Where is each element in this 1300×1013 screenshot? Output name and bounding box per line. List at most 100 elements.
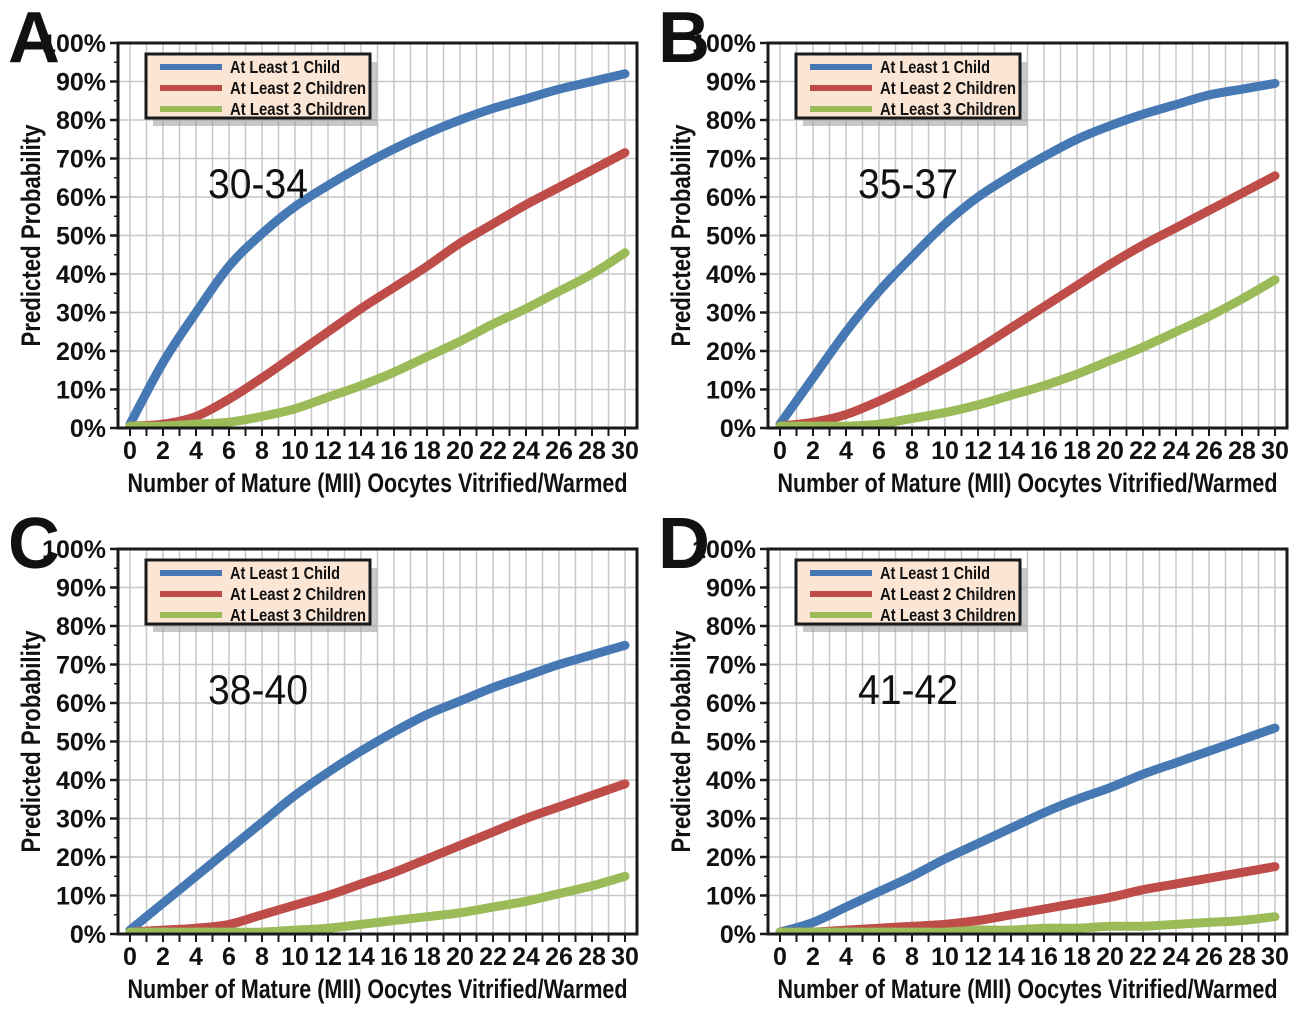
svg-text:80%: 80% [706, 613, 756, 641]
svg-text:70%: 70% [56, 146, 106, 174]
svg-text:22: 22 [1129, 943, 1157, 971]
legend-label: At Least 1 Child [230, 563, 340, 583]
svg-text:28: 28 [1228, 437, 1256, 465]
svg-text:70%: 70% [706, 146, 756, 174]
svg-text:20: 20 [1096, 437, 1124, 465]
svg-text:0: 0 [773, 437, 787, 465]
svg-text:18: 18 [413, 943, 441, 971]
curves [775, 78, 1280, 428]
svg-text:100%: 100% [42, 536, 106, 564]
curve-at-least-2-children [775, 171, 1280, 428]
svg-text:50%: 50% [706, 729, 756, 757]
y-tick-labels: 0% 10% 20% 30% 40% 50% 60% 70% 80% 90% 100% [692, 536, 756, 949]
svg-text:90%: 90% [706, 575, 756, 603]
legend-label: At Least 3 Children [230, 99, 366, 119]
svg-text:30%: 30% [706, 806, 756, 834]
svg-text:8: 8 [905, 437, 919, 465]
svg-text:10: 10 [281, 437, 309, 465]
legend-item-at-least-3-children: At Least 3 Children [810, 99, 1016, 119]
svg-text:0%: 0% [720, 415, 756, 443]
svg-text:26: 26 [1195, 943, 1223, 971]
legend-item-at-least-3-children: At Least 3 Children [810, 605, 1016, 625]
y-axis-title: Predicted Probability [16, 631, 46, 853]
svg-text:70%: 70% [56, 652, 106, 680]
svg-text:0%: 0% [70, 415, 106, 443]
svg-text:40%: 40% [56, 767, 106, 795]
svg-text:60%: 60% [706, 690, 756, 718]
legend-label: At Least 3 Children [880, 99, 1016, 119]
svg-text:24: 24 [1162, 437, 1190, 465]
svg-text:90%: 90% [56, 69, 106, 97]
svg-text:50%: 50% [56, 729, 106, 757]
svg-text:28: 28 [578, 437, 606, 465]
curve-at-least-3-children [775, 912, 1280, 934]
svg-text:10%: 10% [56, 377, 106, 405]
svg-text:18: 18 [1063, 943, 1091, 971]
svg-text:2: 2 [156, 943, 170, 971]
svg-text:18: 18 [413, 437, 441, 465]
legend-label: At Least 1 Child [880, 57, 990, 77]
svg-text:40%: 40% [706, 767, 756, 795]
svg-text:0: 0 [123, 943, 137, 971]
y-axis-ticks [760, 547, 768, 936]
x-axis-title: Number of Mature (MII) Oocytes Vitrified… [128, 974, 628, 1004]
svg-text:30%: 30% [56, 300, 106, 328]
x-axis-ticks [779, 935, 1276, 942]
x-axis-ticks [129, 935, 626, 942]
curve-at-least-3-children [775, 275, 1280, 428]
panel-letter: A [8, 0, 60, 78]
legend-item-at-least-1-child: At Least 1 Child [160, 563, 340, 583]
svg-text:80%: 80% [56, 107, 106, 135]
svg-text:16: 16 [380, 437, 408, 465]
curve-at-least-2-children [125, 779, 630, 934]
panel-c: 0% 10% 20% 30% 40% 50% 60% 70% 80% 90% 100% 0 2 4 6 8 10… [0, 506, 650, 1012]
svg-text:40%: 40% [56, 261, 106, 289]
panel-c-chart: 0%10%20%30%40%50%60%70%80%90%100%0 2 4 6 8 10… [8, 506, 639, 1004]
svg-text:50%: 50% [56, 223, 106, 251]
svg-text:10%: 10% [56, 883, 106, 911]
legend-item-at-least-2-children: At Least 2 Children [810, 78, 1016, 98]
panel-d-chart: 0%10%20%30%40%50%60%70%80%90%100%0 2 4 6 8 10… [658, 506, 1289, 1004]
curves [775, 723, 1280, 934]
svg-text:16: 16 [1030, 437, 1058, 465]
svg-text:20%: 20% [706, 844, 756, 872]
svg-text:20: 20 [1096, 943, 1124, 971]
panel-letter: B [658, 0, 710, 78]
legend-item-at-least-1-child: At Least 1 Child [160, 57, 340, 77]
y-axis-ticks [110, 547, 118, 936]
svg-text:26: 26 [545, 943, 573, 971]
y-axis-ticks [760, 41, 768, 430]
svg-text:20%: 20% [56, 338, 106, 366]
age-group-label: 41-42 [858, 666, 958, 713]
curves [125, 640, 630, 934]
legend-item-at-least-1-child: At Least 1 Child [810, 563, 990, 583]
svg-text:8: 8 [905, 943, 919, 971]
svg-text:4: 4 [839, 437, 853, 465]
panel-letter: D [658, 506, 710, 584]
svg-text:2: 2 [156, 437, 170, 465]
svg-text:6: 6 [222, 437, 236, 465]
svg-text:22: 22 [479, 437, 507, 465]
svg-text:10%: 10% [706, 883, 756, 911]
svg-text:30: 30 [1261, 437, 1289, 465]
svg-text:12: 12 [964, 943, 992, 971]
svg-text:0%: 0% [70, 921, 106, 949]
curve-at-least-1-child [125, 69, 630, 428]
svg-text:10: 10 [931, 943, 959, 971]
svg-text:10: 10 [281, 943, 309, 971]
legend-label: At Least 1 Child [230, 57, 340, 77]
svg-text:6: 6 [222, 943, 236, 971]
panel-a-chart: 0%10%20%30%40%50%60%70%80%90%100%0 2 4 6 8 10… [8, 0, 639, 498]
svg-text:30: 30 [611, 943, 639, 971]
svg-text:28: 28 [1228, 943, 1256, 971]
svg-text:80%: 80% [706, 107, 756, 135]
x-axis-title: Number of Mature (MII) Oocytes Vitrified… [778, 468, 1278, 498]
svg-text:18: 18 [1063, 437, 1091, 465]
panel-a: 0% 10% 20% 30% 40% 50% 60% 70% 80% 90% 100% 0 2 4 6 8 10… [0, 0, 650, 506]
svg-text:24: 24 [512, 437, 540, 465]
curves [125, 69, 630, 428]
svg-text:4: 4 [189, 943, 203, 971]
svg-text:28: 28 [578, 943, 606, 971]
